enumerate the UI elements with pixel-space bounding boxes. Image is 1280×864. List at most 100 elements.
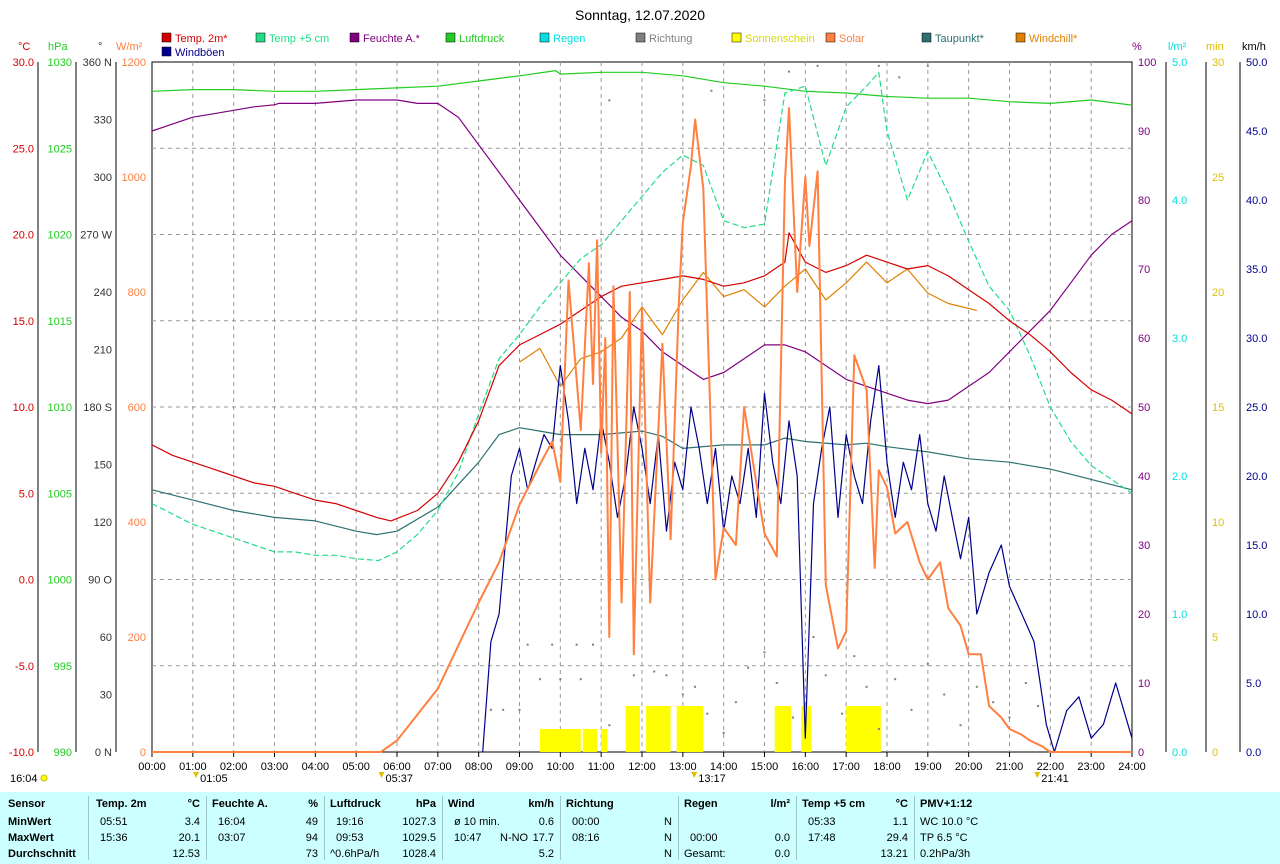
legend-label: Sonnenschein [745, 33, 815, 45]
wind-axis-tick-label: 40.0 [1246, 195, 1267, 207]
x-tick-label: 08:00 [465, 761, 493, 773]
wind-axis-tick-label: 20.0 [1246, 471, 1267, 483]
direction-point [1008, 716, 1011, 719]
legend-swatch [255, 32, 266, 43]
pressure-axis-tick-label: 995 [54, 661, 72, 673]
stats-header-pmv: PMV+1:12 [920, 798, 973, 810]
direction-point [579, 678, 582, 681]
direction-point [910, 708, 913, 711]
direction-axis-tick-label: 120 [94, 517, 112, 529]
x-tick-label: 24:00 [1118, 761, 1146, 773]
direction-point [898, 76, 901, 79]
stats-header-temp: Temp. 2m [96, 798, 147, 810]
stats-cell: Gesamt: [684, 848, 726, 860]
stats-cell: 0.2hPa/3h [920, 848, 971, 860]
series-lines [151, 69, 1133, 753]
sunshine-block [646, 706, 671, 752]
stats-cell: 15:36 [100, 832, 128, 844]
stats-cell: 17:48 [808, 832, 836, 844]
stats-cell: 94 [305, 832, 318, 844]
stats-cell: N [664, 848, 672, 860]
rain-axis-tick-label: 4.0 [1172, 195, 1187, 207]
stats-cell: 1027.3 [402, 816, 436, 828]
stats-cell: 73 [305, 848, 318, 860]
x-tick-label: 02:00 [220, 761, 248, 773]
x-tick-label: 09:00 [506, 761, 534, 773]
humidity-axis-tick-label: 70 [1138, 264, 1150, 276]
sunshine-block [582, 729, 598, 752]
direction-point [681, 693, 684, 696]
wind-axis-tick-label: 0.0 [1246, 747, 1261, 759]
x-tick-label: 07:00 [424, 761, 452, 773]
wind-axis-tick-label: 10.0 [1246, 609, 1267, 621]
series-line-temp-2m [151, 232, 1133, 522]
sunshine-block [539, 729, 581, 752]
direction-point [943, 693, 946, 696]
direction-point [763, 651, 766, 654]
stats-panel: Sensor Temp. 2m °C Feuchte A. % Luftdruc… [0, 792, 1280, 864]
solar-axis-tick-label: 400 [128, 517, 146, 529]
direction-point [551, 643, 554, 646]
x-tick-label: 17:00 [832, 761, 860, 773]
sunshine-block [601, 729, 608, 752]
stats-header-direction: Richtung [566, 798, 614, 810]
stats-separator [678, 796, 679, 860]
rain-axis-tick-label: 3.0 [1172, 333, 1187, 345]
sunshine-axis-tick-label: 25 [1212, 172, 1224, 184]
stats-header-wind: Wind [448, 798, 475, 810]
series-line-taupunkt [151, 427, 1133, 536]
direction-axis-tick-label: 240 [94, 287, 112, 299]
direction-point [959, 724, 962, 727]
legend-swatch [825, 32, 836, 43]
direction-point [489, 708, 492, 711]
stats-separator [442, 796, 443, 860]
stats-cell: N-NO [500, 832, 529, 844]
x-tick-label: 23:00 [1077, 761, 1105, 773]
wind-axis-tick-label: 30.0 [1246, 333, 1267, 345]
legend-swatch [635, 32, 646, 43]
direction-point [592, 643, 594, 646]
rain-axis-tick-label: 0.0 [1172, 747, 1187, 759]
direction-axis-tick-label: 180 S [83, 402, 112, 414]
sun-marker-icon [40, 774, 48, 782]
stats-separator [206, 796, 207, 860]
stats-header-pressure-unit: hPa [415, 798, 436, 810]
direction-axis-tick-label: 60 [100, 632, 112, 644]
direction-point [665, 674, 668, 677]
axes: 00:00 01:00 02:00 03:00 04:00 05:00 06:00 07:00… [9, 41, 1268, 773]
grid [151, 61, 1133, 753]
wind-axis-tick-label: 25.0 [1246, 402, 1267, 414]
wind-axis-tick-label: 35.0 [1246, 264, 1267, 276]
legend-swatch [445, 32, 456, 43]
sunshine-block [774, 706, 792, 752]
solar-axis-tick-label: 1200 [122, 57, 146, 69]
stats-cell: 20.1 [178, 832, 200, 844]
wind-axis-unit: km/h [1242, 41, 1266, 53]
direction-point [853, 655, 856, 658]
stats-cell: 17.7 [532, 832, 554, 844]
stats-cell: ø 10 min. [454, 816, 500, 828]
temp-axis-tick-label: 10.0 [13, 402, 34, 414]
stats-row-label: Durchschnitt [8, 848, 76, 860]
stats-cell: 10:47 [454, 832, 482, 844]
weather-chart-svg: Sonntag, 12.07.2020 00:00 01:00 02:00 03:00… [9, 7, 1268, 785]
humidity-axis-tick-label: 100 [1138, 57, 1156, 69]
stats-cell: 29.4 [886, 832, 908, 844]
sunshine-axis-tick-label: 5 [1212, 632, 1218, 644]
stats-header-rain-unit: l/m² [770, 798, 790, 810]
stats-cell: TP 6.5 °C [920, 832, 968, 844]
x-tick-label: 10:00 [547, 761, 575, 773]
direction-point [747, 666, 750, 669]
legend-swatch [1015, 32, 1026, 43]
stats-cell: 1.1 [892, 816, 908, 828]
x-tick-label: 22:00 [1037, 761, 1065, 773]
x-tick-label: 06:00 [383, 761, 411, 773]
temp-axis-tick-label: 20.0 [13, 230, 34, 242]
direction-point [538, 678, 541, 681]
time-marker-label: 01:05 [200, 773, 228, 785]
direction-axis-unit: ° [98, 41, 102, 53]
direction-point [841, 712, 844, 715]
legend-label: Feuchte A.* [363, 33, 421, 45]
pressure-axis-tick-label: 1010 [48, 402, 72, 414]
series-line-solar [152, 107, 1132, 753]
